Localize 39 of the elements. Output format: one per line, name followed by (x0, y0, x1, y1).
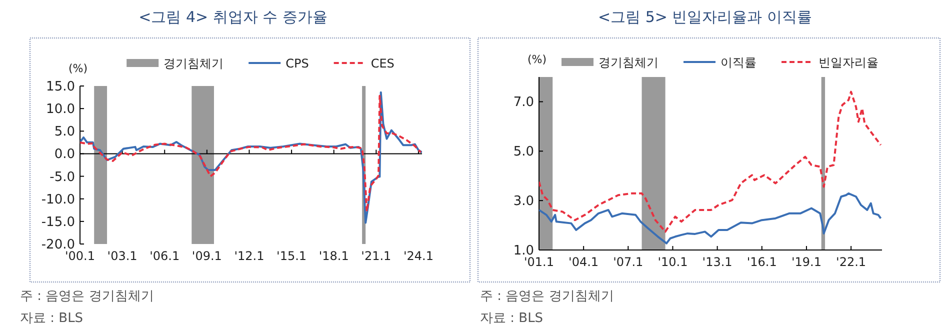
y-tick-label: -15.0 (41, 214, 75, 230)
legend-label: 빈일자리율 (818, 56, 878, 70)
legend-label: 경기침체기 (598, 56, 658, 70)
x-tick-label: '10.1 (658, 255, 688, 269)
text: 자료 : BLS (480, 311, 544, 326)
legend-label: 경기침체기 (164, 56, 224, 70)
x-tick-label: '22.1 (836, 255, 866, 269)
text: 주 : 음영은 경기침체기 (20, 289, 154, 304)
y-tick-label: 5.0 (513, 144, 534, 160)
x-tick-label: '19.1 (791, 255, 822, 269)
x-tick-label: '12.1 (234, 249, 264, 263)
y-tick-label: 10.0 (46, 102, 75, 118)
x-tick-label: '21.1 (361, 249, 392, 263)
x-tick-label: '04.1 (568, 255, 599, 269)
x-tick-label: '07.1 (613, 255, 644, 269)
y-tick-label: 5.0 (54, 124, 75, 140)
x-tick-label: '16.1 (746, 255, 777, 269)
chart-title: <그림 5> 빈일자리율과 이직률 (598, 8, 812, 26)
y-tick-label: -5.0 (50, 170, 75, 185)
x-tick-label: '06.1 (150, 249, 180, 263)
x-tick-label: '09.1 (192, 249, 222, 263)
text: 자료 : BLS (20, 311, 84, 326)
x-tick-label: '18.1 (318, 249, 349, 263)
y-tick-label: 3.0 (513, 194, 534, 210)
y-tick-label: 0.0 (54, 147, 75, 162)
legend-label: CPS (286, 56, 309, 70)
chart-title: <그림 4> 취업자 수 증가율 (138, 8, 328, 26)
x-tick-label: '13.1 (702, 255, 732, 269)
legend-label: 이직률 (720, 56, 756, 70)
y-tick-label: 7.0 (513, 95, 534, 110)
y-tick-label: 15.0 (46, 80, 75, 94)
x-tick-label: '03.1 (107, 249, 138, 263)
text: 주 : 음영은 경기침체기 (480, 289, 614, 304)
x-tick-label: '15.1 (276, 249, 307, 263)
y-axis-title: (%) (68, 62, 88, 75)
y-axis-title: (%) (527, 53, 547, 66)
x-tick-label: '24.1 (403, 249, 434, 263)
legend-label: CES (370, 56, 394, 70)
y-tick-label: -10.0 (41, 192, 75, 208)
